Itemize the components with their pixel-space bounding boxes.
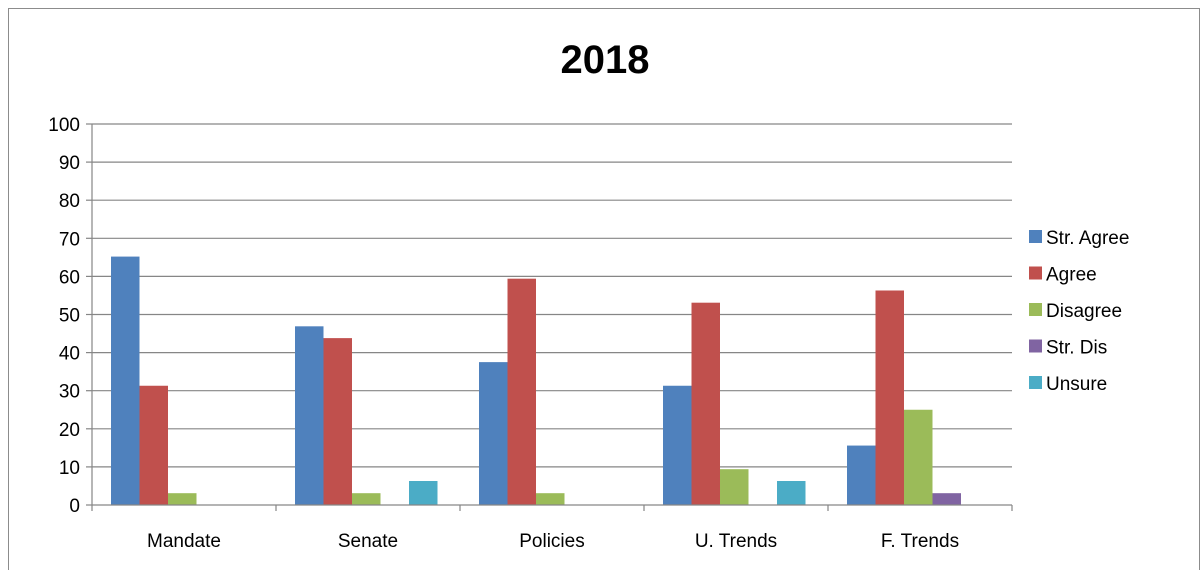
bar-str-agree-policies	[479, 362, 508, 505]
legend-label: Str. Agree	[1046, 228, 1129, 249]
bar-disagree-u-trends	[720, 469, 749, 505]
y-tick-label: 10	[59, 458, 80, 479]
bar-str-agree-f-trends	[847, 445, 876, 505]
bar-disagree-mandate	[168, 493, 197, 505]
chart-frame	[8, 8, 1200, 570]
bar-unsure-u-trends	[777, 480, 806, 505]
x-tick-label: Senate	[338, 531, 398, 552]
y-tick-label: 50	[59, 306, 80, 327]
legend-swatch	[1029, 376, 1042, 389]
x-tick-label: F. Trends	[881, 531, 959, 552]
legend: Str. Agree Agree Disagree Str. Dis Unsure	[1029, 228, 1129, 395]
y-tick-label: 80	[59, 191, 80, 212]
y-tick-label: 0	[69, 496, 80, 517]
bar-disagree-senate	[352, 493, 381, 505]
legend-swatch	[1029, 339, 1042, 353]
bar-str-agree-mandate	[111, 256, 140, 505]
legend-label: Agree	[1046, 265, 1097, 286]
bar-agree-f-trends	[875, 290, 904, 505]
x-tick-label: Policies	[519, 531, 584, 552]
x-tick-label: Mandate	[147, 531, 221, 552]
bar-agree-policies	[507, 278, 536, 505]
gridlines	[92, 123, 1012, 468]
chart-title: 2018	[560, 38, 650, 82]
y-tick-label: 20	[59, 420, 80, 441]
y-tick-label: 60	[59, 267, 80, 288]
legend-label: Str. Dis	[1046, 338, 1107, 359]
bar-unsure-senate	[409, 480, 438, 505]
bar-agree-u-trends	[691, 302, 720, 505]
x-tick-label: U. Trends	[695, 531, 777, 552]
y-tick-label: 70	[59, 229, 80, 250]
legend-swatch	[1029, 266, 1042, 280]
bar-str-agree-senate	[295, 326, 324, 505]
legend-swatch	[1029, 303, 1042, 316]
y-tick-label: 40	[59, 344, 80, 365]
bar-disagree-policies	[536, 493, 565, 505]
bar-disagree-f-trends	[904, 409, 933, 505]
y-tick-label: 90	[59, 153, 80, 174]
legend-label: Unsure	[1046, 374, 1107, 395]
y-axis-ticks: 0 10 20 30 40 50 60 70 80 90 100	[48, 115, 80, 517]
bar-str-dis-f-trends	[932, 493, 961, 505]
bars	[111, 256, 961, 505]
legend-label: Disagree	[1046, 301, 1122, 322]
axes	[86, 123, 1013, 511]
bar-agree-mandate	[139, 385, 168, 505]
y-tick-label: 30	[59, 382, 80, 403]
y-tick-label: 100	[48, 115, 80, 136]
x-axis-ticks: Mandate Senate Policies U. Trends F. Trends	[147, 531, 959, 552]
legend-swatch	[1029, 230, 1042, 243]
bar-str-agree-u-trends	[663, 385, 692, 505]
bar-agree-senate	[323, 338, 352, 505]
